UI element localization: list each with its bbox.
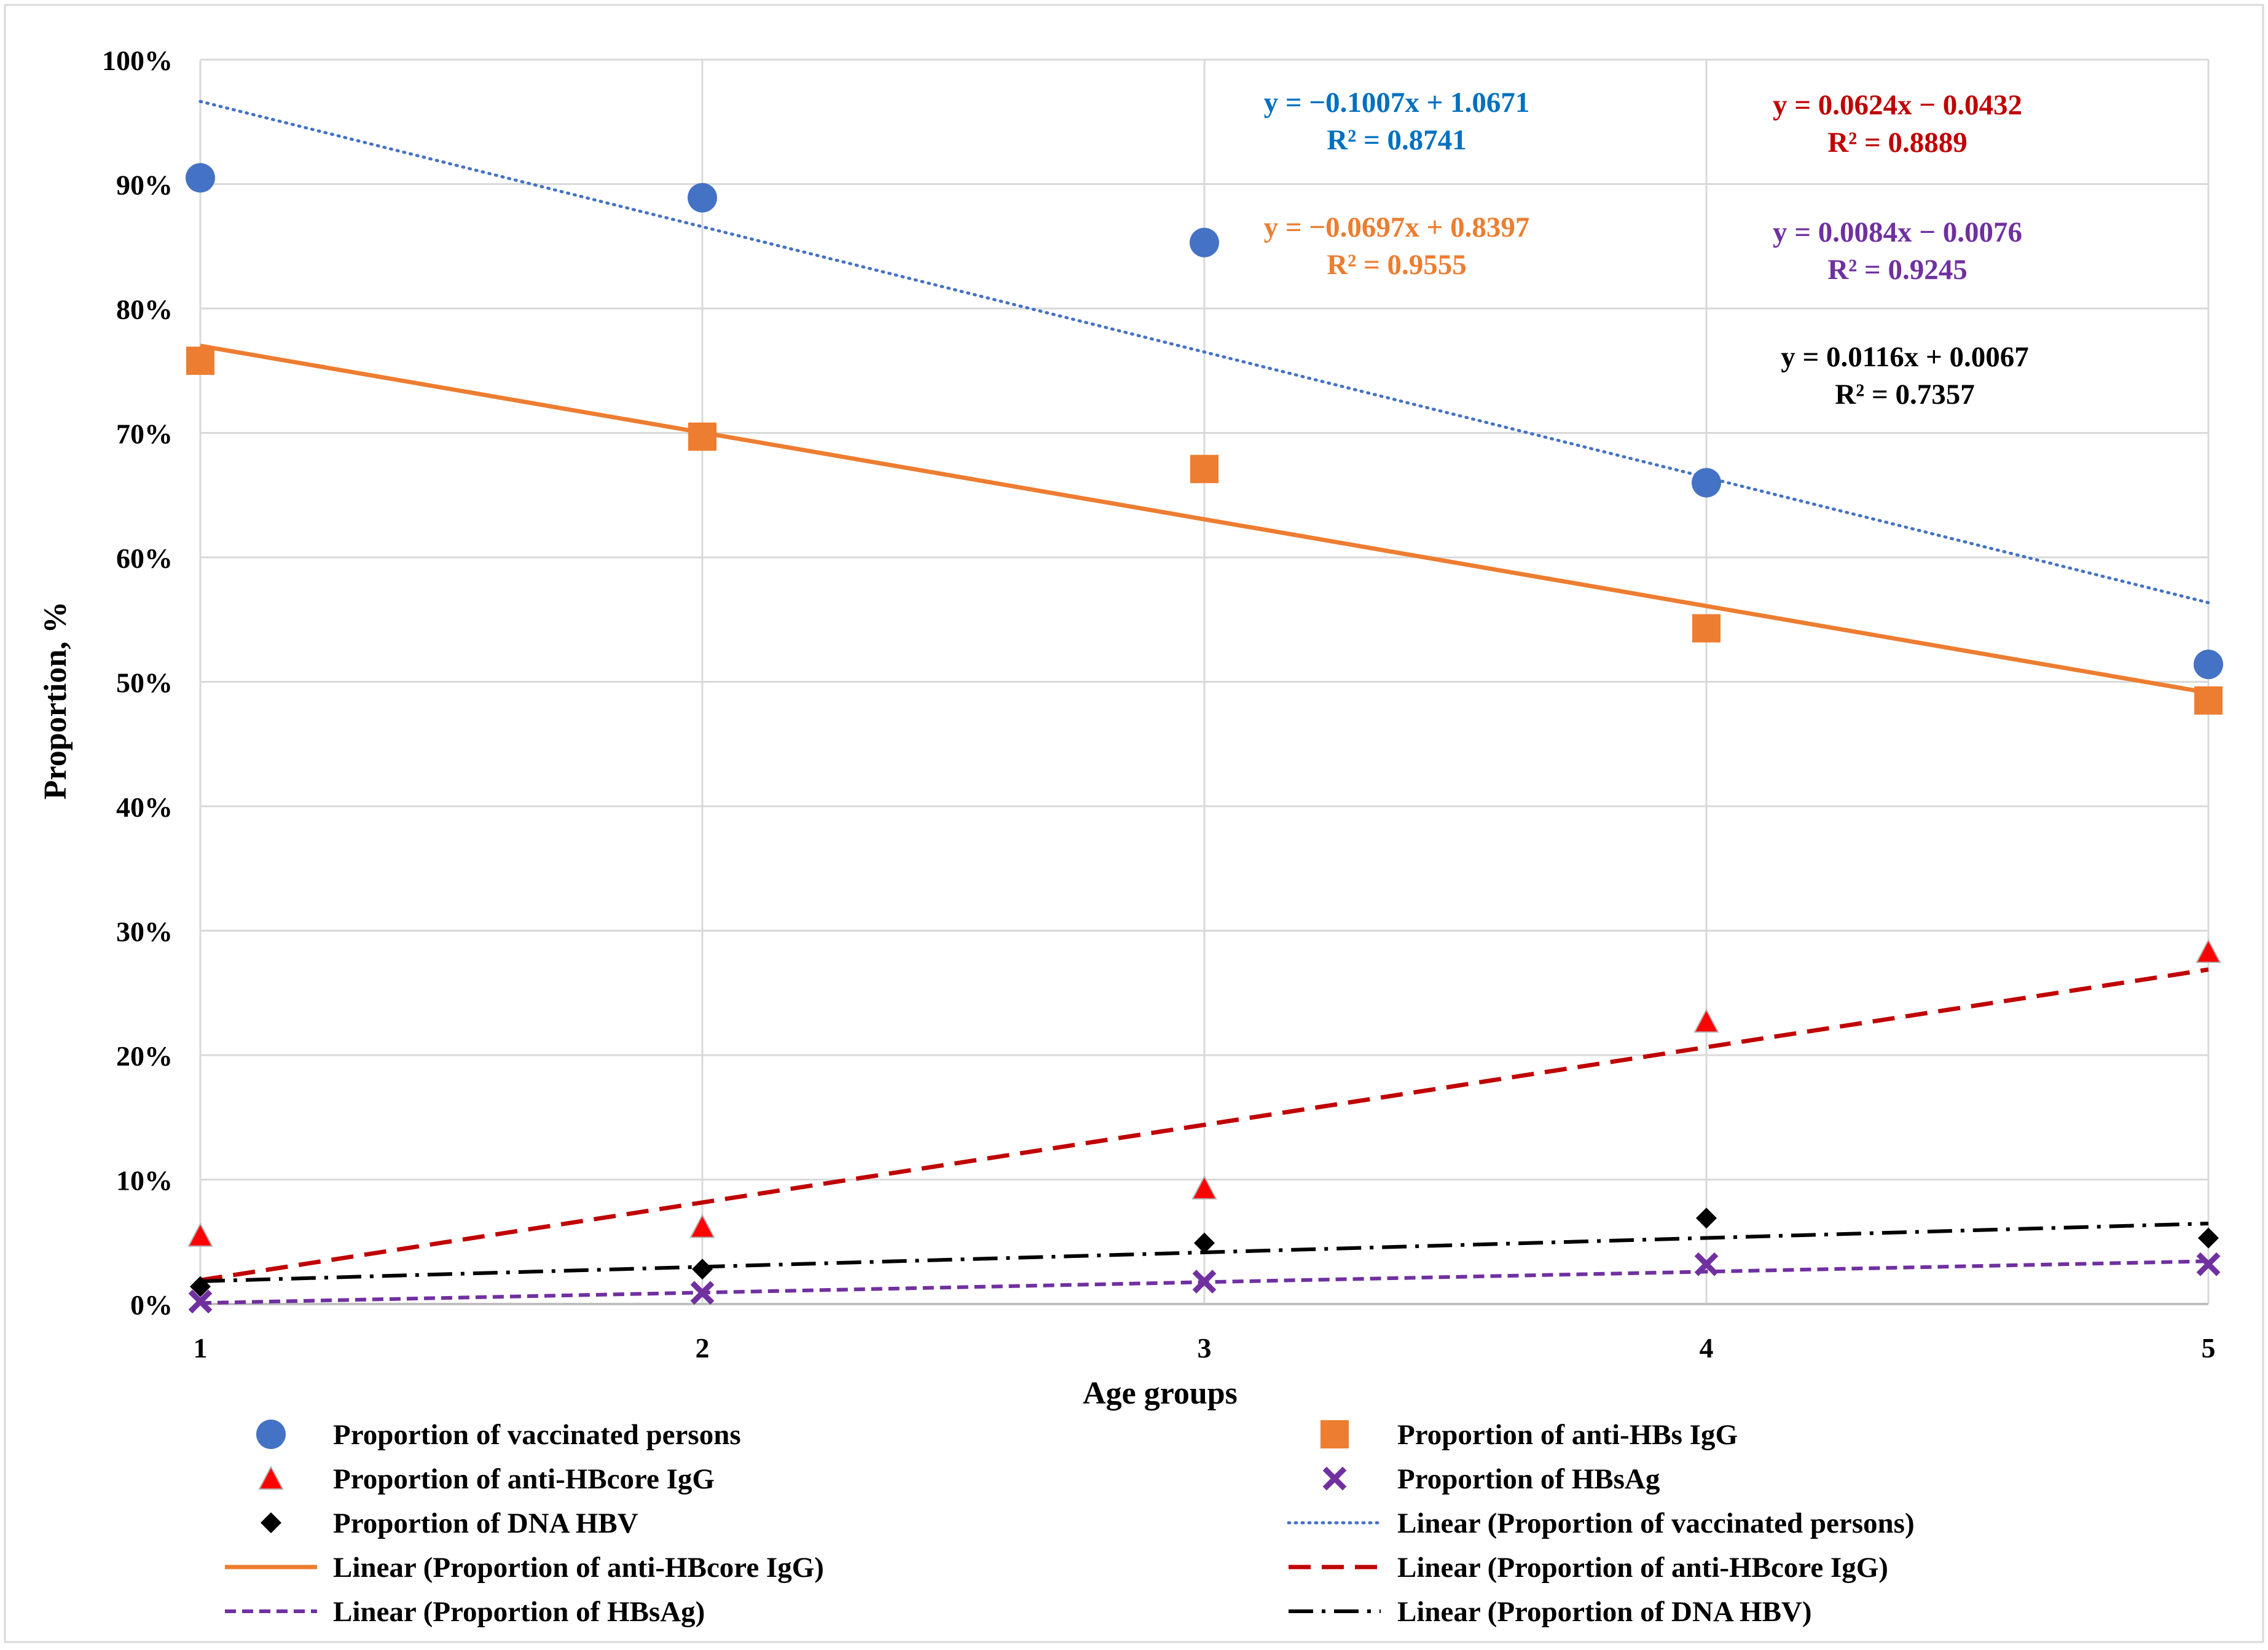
legend-item-line-vaccinated: Linear (Proportion of vaccinated persons…	[1287, 1507, 1915, 1539]
point-vaccinated	[688, 183, 717, 213]
point-vaccinated	[1190, 227, 1219, 257]
y-tick-label: 20%	[116, 1040, 173, 1072]
point-DNA	[692, 1259, 713, 1280]
point-antiHBcore	[689, 1214, 715, 1238]
legend-item-marker-HBsAg: Proportion of HBsAg	[1322, 1463, 1660, 1495]
legend-label: Linear (Proportion of HBsAg)	[333, 1596, 705, 1628]
point-antiHBs	[1190, 455, 1218, 484]
legend-item-line-antiHBs: Linear (Proportion of anti-HBcore IgG)	[225, 1552, 824, 1584]
point-antiHBcore	[2195, 938, 2221, 964]
y-tick-label: 10%	[116, 1165, 173, 1196]
point-antiHBcore	[1191, 1175, 1217, 1200]
x-tick-label: 4	[1700, 1332, 1714, 1364]
r2-antiHBs: R² = 0.9555	[1327, 249, 1467, 281]
x-tick-label: 1	[194, 1332, 208, 1364]
point-antiHBs	[688, 422, 716, 451]
point-vaccinated	[2194, 650, 2223, 680]
point-HBsAg	[1694, 1252, 1719, 1276]
equation-HBsAg: y = 0.0084x − 0.0076	[1773, 216, 2022, 248]
legend-item-marker-antiHBs: Proportion of anti-HBs IgG	[1320, 1419, 1738, 1451]
legend-item-line-DNA: Linear (Proportion of DNA HBV)	[1289, 1596, 1812, 1628]
equation-antiHBcore: y = 0.0624x − 0.0432	[1773, 89, 2022, 121]
legend-marker-antiHBs	[1320, 1420, 1349, 1448]
y-tick-label: 0%	[130, 1289, 173, 1321]
y-tick-label: 70%	[116, 418, 173, 450]
point-antiHBs	[1692, 614, 1721, 643]
y-tick-label: 60%	[116, 543, 173, 574]
x-tick-label: 5	[2202, 1332, 2216, 1364]
data-points	[186, 163, 2223, 1314]
legend-marker-antiHBcore	[258, 1465, 284, 1490]
chart-border	[4, 4, 2264, 1643]
legend-marker-HBsAg	[1322, 1466, 1347, 1491]
legend-label: Linear (Proportion of vaccinated persons…	[1397, 1507, 1915, 1539]
equation-DNA: y = 0.0116x + 0.0067	[1781, 341, 2028, 373]
point-antiHBs	[2194, 686, 2223, 715]
legend-label: Linear (Proportion of DNA HBV)	[1397, 1596, 1812, 1628]
legend-label: Proportion of DNA HBV	[333, 1507, 638, 1539]
legend-label: Proportion of anti-HBs IgG	[1397, 1419, 1738, 1451]
equation-antiHBs: y = −0.0697x + 0.8397	[1264, 211, 1530, 243]
point-vaccinated	[186, 163, 215, 193]
y-tick-label: 100%	[102, 45, 173, 76]
point-antiHBcore	[187, 1222, 213, 1247]
y-tick-label: 40%	[116, 792, 173, 823]
r2-DNA: R² = 0.7357	[1835, 379, 1975, 411]
r2-vaccinated: R² = 0.8741	[1327, 124, 1467, 156]
legend-marker-DNA	[261, 1512, 281, 1533]
point-antiHBcore	[1693, 1008, 1719, 1033]
trendline-equations: y = −0.1007x + 1.0671 R² = 0.8741 y = −0.0…	[1264, 87, 2029, 411]
x-axis-label: Age groups	[1083, 1376, 1238, 1411]
point-HBsAg	[1192, 1270, 1217, 1294]
point-HBsAg	[188, 1289, 213, 1314]
y-tick-label: 80%	[116, 294, 173, 325]
legend-label: Linear (Proportion of anti-HBcore IgG)	[333, 1552, 824, 1584]
legend-item-marker-DNA: Proportion of DNA HBV	[261, 1507, 638, 1539]
x-tick-label: 3	[1198, 1332, 1212, 1364]
legend-item-marker-vaccinated: Proportion of vaccinated persons	[256, 1419, 741, 1451]
point-DNA	[2198, 1227, 2219, 1249]
trendline-vaccinated	[198, 100, 2210, 605]
point-DNA	[1696, 1208, 1717, 1229]
y-tick-label: 30%	[116, 916, 173, 948]
equation-vaccinated: y = −0.1007x + 1.0671	[1264, 87, 1530, 119]
tick-labels: 0% 10% 20% 30% 40% 50% 60% 70% 80% 90% 100% 1 2 3 4 5	[102, 45, 2216, 1364]
x-tick-label: 2	[696, 1332, 710, 1364]
point-vaccinated	[1692, 468, 1721, 498]
trendline-antiHBs	[200, 344, 2209, 695]
legend: Proportion of vaccinated persons Proporti…	[225, 1419, 1915, 1628]
legend-item-line-antiHBcore: Linear (Proportion of anti-HBcore IgG)	[1289, 1552, 1888, 1584]
y-axis-label: Proportion, %	[38, 602, 73, 800]
point-DNA	[190, 1276, 211, 1297]
legend-label: Proportion of anti-HBcore IgG	[333, 1463, 715, 1495]
legend-marker-vaccinated	[256, 1420, 286, 1449]
r2-antiHBcore: R² = 0.8889	[1827, 127, 1968, 159]
point-HBsAg	[690, 1281, 715, 1305]
point-HBsAg	[2196, 1252, 2221, 1276]
point-DNA	[1194, 1232, 1215, 1254]
legend-item-marker-antiHBcore: Proportion of anti-HBcore IgG	[258, 1463, 715, 1495]
r2-HBsAg: R² = 0.9245	[1827, 254, 1968, 286]
y-tick-label: 50%	[116, 667, 173, 699]
legend-label: Proportion of vaccinated persons	[333, 1419, 741, 1451]
y-tick-label: 90%	[116, 170, 173, 201]
legend-label: Proportion of HBsAg	[1397, 1463, 1660, 1495]
legend-label: Linear (Proportion of anti-HBcore IgG)	[1397, 1552, 1888, 1584]
legend-item-line-HBsAg: Linear (Proportion of HBsAg)	[225, 1596, 705, 1628]
point-antiHBs	[186, 347, 214, 375]
trendline-antiHBcore	[200, 967, 2209, 1283]
